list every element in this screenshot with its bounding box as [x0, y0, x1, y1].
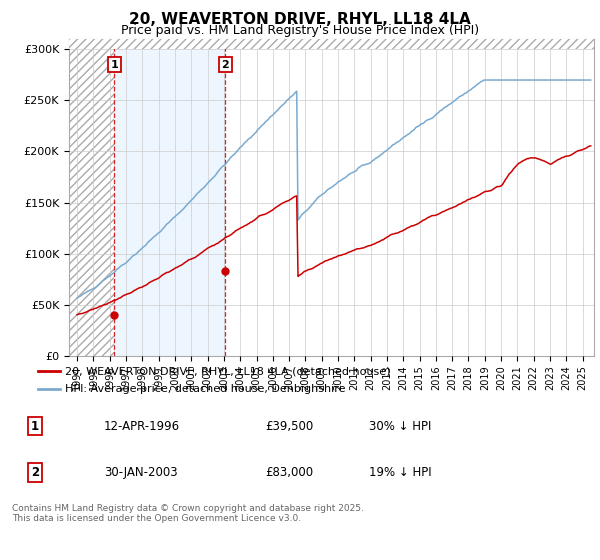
Text: 30% ↓ HPI: 30% ↓ HPI: [369, 420, 431, 433]
Text: £83,000: £83,000: [265, 466, 314, 479]
Text: £39,500: £39,500: [265, 420, 314, 433]
Bar: [69, 39, 594, 49]
Bar: [115, 39, 225, 356]
Text: 1: 1: [31, 420, 39, 433]
Text: 2: 2: [31, 466, 39, 479]
Bar: [69, 39, 115, 356]
Text: Contains HM Land Registry data © Crown copyright and database right 2025.
This d: Contains HM Land Registry data © Crown c…: [12, 504, 364, 524]
Text: 1: 1: [110, 60, 118, 69]
Text: Price paid vs. HM Land Registry's House Price Index (HPI): Price paid vs. HM Land Registry's House …: [121, 24, 479, 37]
Text: 20, WEAVERTON DRIVE, RHYL, LL18 4LA (detached house): 20, WEAVERTON DRIVE, RHYL, LL18 4LA (det…: [65, 366, 391, 376]
Text: 2: 2: [221, 60, 229, 69]
Text: HPI: Average price, detached house, Denbighshire: HPI: Average price, detached house, Denb…: [65, 384, 346, 394]
Text: 30-JAN-2003: 30-JAN-2003: [104, 466, 178, 479]
Text: 12-APR-1996: 12-APR-1996: [104, 420, 180, 433]
Text: 20, WEAVERTON DRIVE, RHYL, LL18 4LA: 20, WEAVERTON DRIVE, RHYL, LL18 4LA: [129, 12, 471, 27]
Text: 19% ↓ HPI: 19% ↓ HPI: [369, 466, 432, 479]
